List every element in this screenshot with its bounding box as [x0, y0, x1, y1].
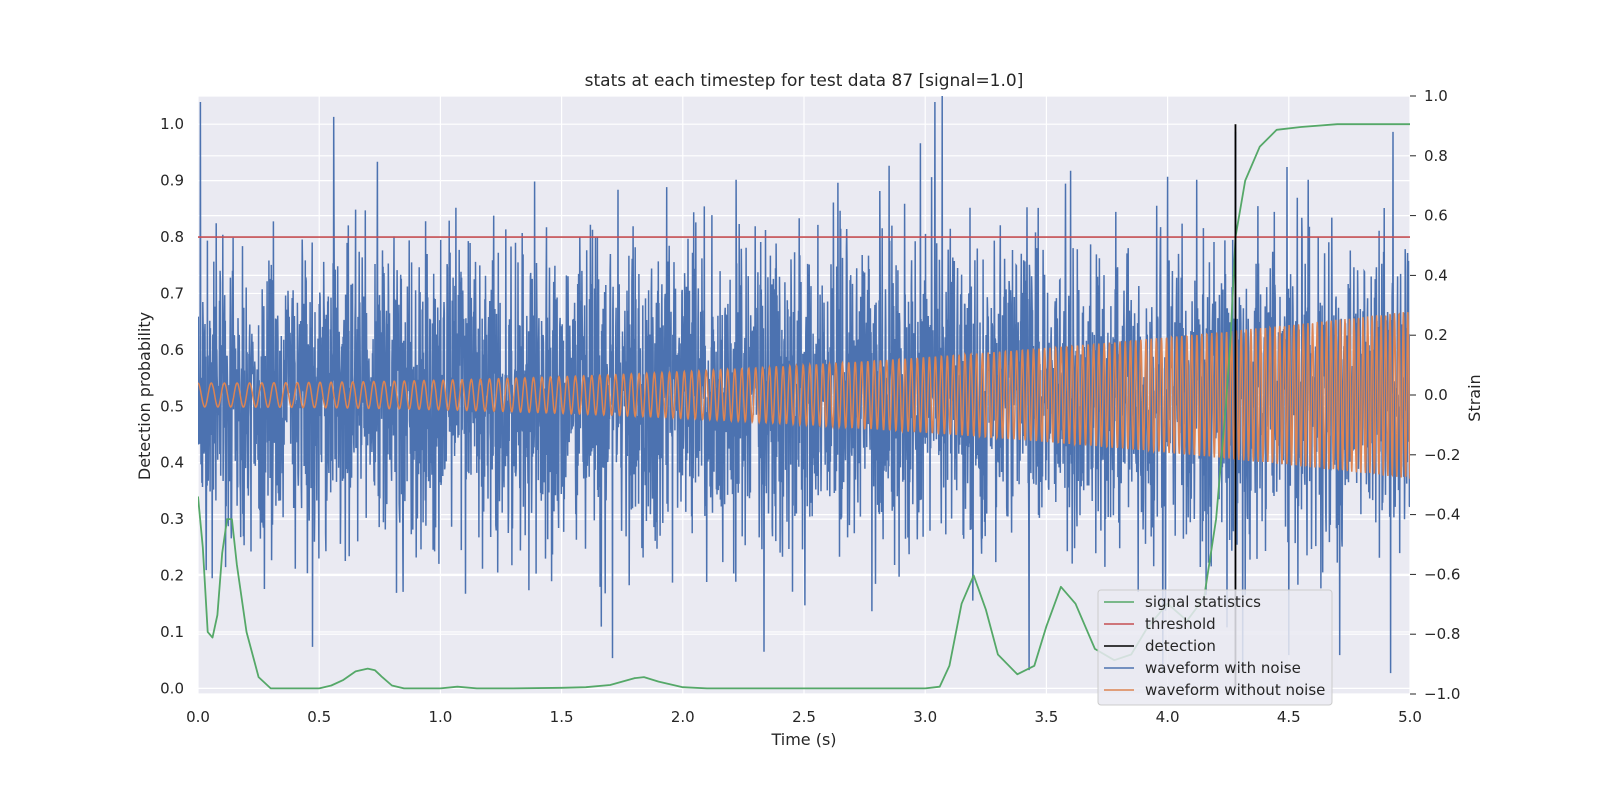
bottom-axis-ticks: 0.0 0.5 1.0 1.5 2.0 2.5 3.0 3.5 4.0 4.5 5.0	[186, 708, 1422, 726]
y-tick-label: 0.5	[160, 397, 184, 415]
y-tick-label: 0.0	[160, 679, 184, 697]
series-line-waveform-without-noise	[198, 312, 1410, 479]
x-tick-label: 1.5	[550, 708, 574, 726]
chart-title: stats at each timestep for test data 87 …	[585, 71, 1024, 91]
x-tick-label: 1.0	[428, 708, 452, 726]
x-tick-label: 3.5	[1034, 708, 1058, 726]
x-tick-label: 4.0	[1156, 708, 1180, 726]
y2-tick-label: 0.0	[1424, 386, 1448, 404]
x-tick-label: 4.5	[1277, 708, 1301, 726]
legend-label-waveform-with-noise: waveform with noise	[1145, 659, 1301, 677]
x-tick-label: 5.0	[1398, 708, 1422, 726]
legend-label-threshold: threshold	[1145, 615, 1216, 633]
y-tick-label: 0.3	[160, 510, 184, 528]
y2-axis-label: Strain	[1465, 374, 1484, 421]
y2-tick-label: 0.2	[1424, 326, 1448, 344]
legend-label-detection: detection	[1145, 637, 1216, 655]
right-axis-ticks: −1.0 −0.8 −0.6 −0.4 −0.2 0.0 0.2 0.4 0.6 0.8 1.0	[1410, 87, 1460, 703]
legend-box	[1097, 589, 1333, 706]
series-line-waveform-with-noise	[198, 96, 1410, 674]
y-tick-label: 1.0	[160, 115, 184, 133]
y2-tick-label: 1.0	[1424, 87, 1448, 105]
y-tick-label: 0.1	[160, 623, 184, 641]
y2-tick-label: 0.8	[1424, 147, 1448, 165]
y2-tick-label: 0.4	[1424, 266, 1448, 284]
legend: signal statistics threshold detection wa…	[1097, 589, 1333, 706]
y-tick-label: 0.9	[160, 172, 184, 190]
y2-tick-label: −0.8	[1424, 625, 1460, 643]
y-tick-label: 0.4	[160, 454, 184, 472]
left-axis-ticks: 0.0 0.1 0.2 0.3 0.4 0.5 0.6 0.7 0.8 0.9 1.0	[160, 115, 184, 697]
y2-tick-label: −1.0	[1424, 685, 1460, 703]
y-tick-label: 0.8	[160, 228, 184, 246]
y2-tick-label: −0.6	[1424, 565, 1460, 583]
y2-tick-label: 0.6	[1424, 207, 1448, 225]
x-tick-label: 0.5	[307, 708, 331, 726]
y2-tick-label: −0.4	[1424, 506, 1460, 524]
y-tick-label: 0.7	[160, 284, 184, 302]
y2-tick-label: −0.2	[1424, 446, 1460, 464]
x-tick-label: 0.0	[186, 708, 210, 726]
y-axis-label: Detection probability	[135, 312, 154, 480]
x-tick-label: 2.0	[671, 708, 695, 726]
x-tick-label: 2.5	[792, 708, 816, 726]
y-tick-label: 0.6	[160, 341, 184, 359]
legend-label-signal-statistics: signal statistics	[1145, 593, 1261, 611]
x-axis-label: Time (s)	[770, 730, 836, 749]
y-tick-label: 0.2	[160, 567, 184, 585]
legend-label-waveform-without-noise: waveform without noise	[1145, 681, 1325, 699]
x-tick-label: 3.0	[913, 708, 937, 726]
